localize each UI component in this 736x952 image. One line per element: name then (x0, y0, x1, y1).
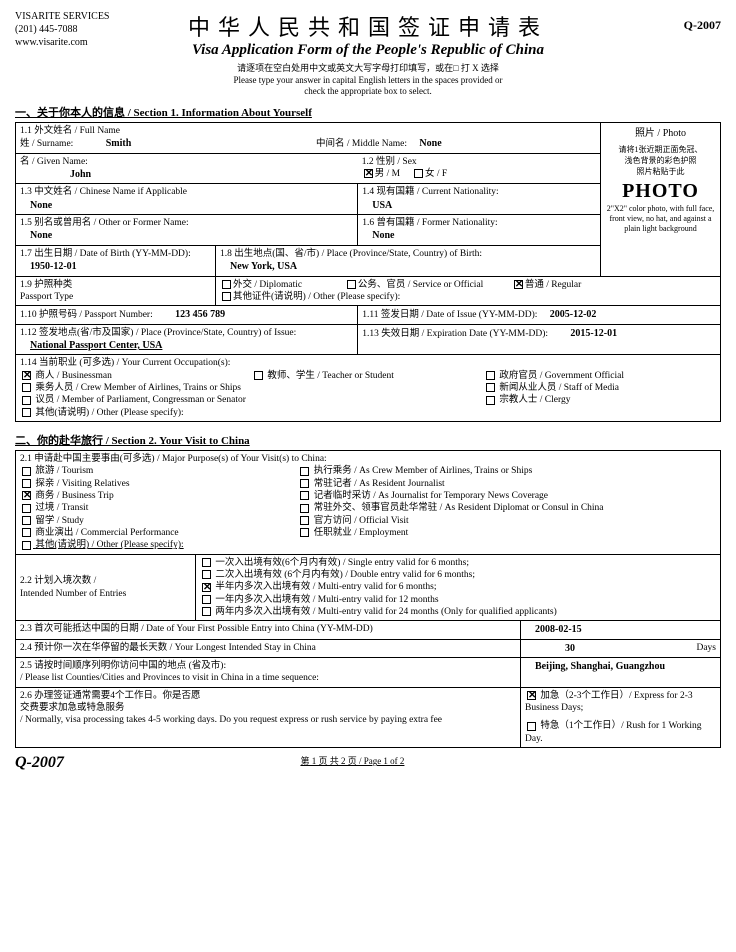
label-sex: 1.2 性别 / Sex (362, 156, 596, 168)
checkbox-media[interactable] (486, 383, 495, 392)
label-expiry: 1.13 失效日期 / Expiration Date (YY-MM-DD): (362, 329, 548, 339)
value-nationality[interactable]: USA (362, 200, 392, 211)
value-dob[interactable]: 1950-12-01 (20, 261, 77, 272)
checkbox-service[interactable] (347, 280, 356, 289)
label-entries: 2.2 计划入境次数 / Intended Number of Entries (16, 554, 196, 621)
value-cities[interactable]: Beijing, Shanghai, Guangzhou (525, 661, 665, 672)
label-fullname: 1.1 外文姓名 / Full Name (20, 125, 596, 137)
checkbox-occ-other[interactable] (22, 408, 31, 417)
footer: Q-2007 第 1 页 共 2 页 / Page 1 of 2 (15, 754, 721, 772)
value-first-entry[interactable]: 2008-02-15 (525, 624, 582, 635)
checkbox-multi-6[interactable] (202, 583, 211, 592)
checkbox-business[interactable] (22, 491, 31, 500)
checkbox-commercial[interactable] (22, 528, 31, 537)
section1-header: 一、关于你本人的信息 / Section 1. Information Abou… (15, 104, 721, 120)
checkbox-employment[interactable] (300, 528, 309, 537)
label-issue-place: 1.12 签发地点(省/市及国家) / Place (Province/Stat… (20, 327, 353, 339)
checkbox-relatives[interactable] (22, 479, 31, 488)
checkbox-crew[interactable] (22, 383, 31, 392)
label-occupation: 1.14 当前职业 (可多选) / Your Current Occupatio… (20, 357, 716, 369)
footer-code: Q-2007 (15, 754, 64, 772)
company-website: www.visarite.com (15, 36, 109, 49)
section2-header: 二、你的赴华旅行 / Section 2. Your Visit to Chin… (15, 432, 721, 448)
checkbox-diplomat[interactable] (300, 504, 309, 513)
title-en: Visa Application Form of the People's Re… (15, 42, 721, 59)
value-former-nat[interactable]: None (362, 230, 394, 241)
label-passport-no: 1.10 护照号码 / Passport Number: (20, 310, 153, 320)
company-block: VISARITE SERVICES (201) 445-7088 www.vis… (15, 10, 109, 49)
checkbox-study[interactable] (22, 516, 31, 525)
value-expiry[interactable]: 2015-12-01 (550, 328, 617, 339)
checkbox-regular[interactable] (514, 280, 523, 289)
checkbox-clergy[interactable] (486, 396, 495, 405)
checkbox-pt-other[interactable] (222, 292, 231, 301)
form-code: Q-2007 (684, 18, 721, 33)
checkbox-mp[interactable] (22, 396, 31, 405)
label-nationality: 1.4 现有国籍 / Current Nationality: (362, 186, 596, 198)
checkbox-businessman[interactable] (22, 371, 31, 380)
checkbox-temp-journalist[interactable] (300, 491, 309, 500)
label-passport-type: 1.9 护照种类 Passport Type (16, 276, 216, 306)
section1-table: 1.1 外文姓名 / Full Name 姓 / Surname: Smith … (15, 122, 721, 422)
checkbox-double-entry[interactable] (202, 570, 211, 579)
checkbox-teacher[interactable] (254, 371, 263, 380)
label-former-nat: 1.6 曾有国籍 / Former Nationality: (362, 217, 596, 229)
label-pob: 1.8 出生地点(国、省/市) / Place (Province/State,… (220, 248, 596, 260)
checkbox-multi-12[interactable] (202, 595, 211, 604)
checkbox-male[interactable] (364, 169, 373, 178)
checkbox-gov[interactable] (486, 371, 495, 380)
label-longest-stay: 2.4 预计你一次在华停留的最长天数 / Your Longest Intend… (16, 639, 521, 657)
label-rush-en: / Normally, visa processing takes 4-5 wo… (20, 714, 516, 726)
value-pob[interactable]: New York, USA (220, 261, 297, 272)
checkbox-female[interactable] (414, 169, 423, 178)
checkbox-rush[interactable] (527, 722, 536, 731)
label-cities: 2.5 请按时间顺序列明你访问中国的地点 (省及市): / Please lis… (16, 658, 521, 688)
label-rush-cn: 2.6 办理签证通常需要4个工作日。你是否愿 交费要求加急或特急服务 (20, 690, 516, 715)
checkbox-tourism[interactable] (22, 467, 31, 476)
label-issue-date: 1.11 签发日期 / Date of Issue (YY-MM-DD): (362, 310, 537, 320)
value-surname[interactable]: Smith (76, 138, 132, 149)
footer-page: 第 1 页 共 2 页 / Page 1 of 2 (300, 754, 404, 772)
label-surname: 姓 / Surname: (20, 139, 73, 149)
value-longest-stay[interactable]: 30 (525, 643, 575, 654)
title-cn: 中华人民共和国签证申请表 (15, 10, 721, 42)
checkbox-transit[interactable] (22, 504, 31, 513)
header: VISARITE SERVICES (201) 445-7088 www.vis… (15, 10, 721, 59)
company-name: VISARITE SERVICES (15, 10, 109, 23)
checkbox-express[interactable] (527, 691, 536, 700)
checkbox-p-crew[interactable] (300, 467, 309, 476)
label-given: 名 / Given Name: (20, 157, 88, 167)
label-first-entry: 2.3 首次可能抵达中国的日期 / Date of Your First Pos… (16, 621, 521, 639)
label-chinese-name: 1.3 中文姓名 / Chinese Name if Applicable (20, 186, 353, 198)
checkbox-p-other[interactable] (22, 541, 31, 550)
value-middle[interactable]: None (409, 138, 441, 149)
value-issue-place[interactable]: National Passport Center, USA (20, 340, 162, 351)
label-purpose: 2.1 申请赴中国主要事由(可多选) / Major Purpose(s) of… (20, 453, 716, 465)
value-given[interactable]: John (20, 169, 91, 180)
value-former-name[interactable]: None (20, 230, 52, 241)
company-phone: (201) 445-7088 (15, 23, 109, 36)
label-former-name: 1.5 别名或曾用名 / Other or Former Name: (20, 217, 353, 229)
label-dob: 1.7 出生日期 / Date of Birth (YY-MM-DD): (20, 248, 211, 260)
checkbox-journalist[interactable] (300, 479, 309, 488)
section2-table: 2.1 申请赴中国主要事由(可多选) / Major Purpose(s) of… (15, 450, 721, 748)
photo-box: 照片 / Photo 请将1张近期正面免冠、 浅色背景的彩色护照 照片粘贴于此 … (601, 123, 721, 276)
checkbox-single-entry[interactable] (202, 558, 211, 567)
checkbox-diplomatic[interactable] (222, 280, 231, 289)
checkbox-official-visit[interactable] (300, 516, 309, 525)
label-middle: 中间名 / Middle Name: (316, 139, 407, 149)
value-passport-no[interactable]: 123 456 789 (155, 309, 225, 320)
instructions: 请逐项在空白处用中文或英文大写字母打印填写，或在□ 打 X 选择 Please … (15, 63, 721, 98)
value-chinese-name[interactable]: None (20, 200, 52, 211)
value-issue-date[interactable]: 2005-12-02 (540, 309, 597, 320)
checkbox-multi-24[interactable] (202, 607, 211, 616)
